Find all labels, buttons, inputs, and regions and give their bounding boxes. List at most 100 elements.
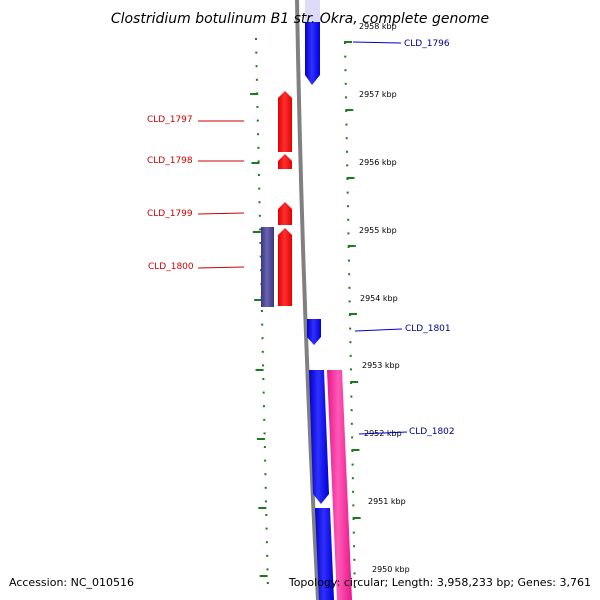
gc-dot (352, 490, 355, 493)
genome-backbone (295, 0, 320, 600)
gc-dot (349, 354, 352, 357)
gene-cld-1797[interactable] (278, 91, 292, 152)
gc-dot (266, 568, 269, 571)
gc-dot (350, 409, 353, 412)
tick-2957: 2957 kbp (359, 90, 397, 99)
gc-dot (258, 187, 261, 190)
gc-dot (347, 245, 356, 247)
gc-dot (266, 554, 269, 557)
gc-dot (262, 378, 265, 380)
gc-dot (262, 391, 265, 394)
gc-dot (263, 418, 266, 421)
tick-2951: 2951 kbp (368, 497, 406, 506)
tick-2954: 2954 kbp (360, 294, 398, 303)
gc-dot (254, 299, 263, 301)
gc-dot (265, 527, 268, 530)
gc-dot (263, 432, 266, 435)
gc-dot (262, 405, 265, 408)
gc-dot (257, 133, 260, 136)
gene-cld-1800[interactable] (278, 228, 292, 306)
gc-dot (345, 150, 348, 153)
gc-dot (351, 463, 354, 466)
gc-dot (344, 55, 347, 58)
gc-dot (353, 545, 356, 548)
gc-dot (344, 82, 347, 85)
gc-dot (256, 438, 265, 440)
gc-dot (345, 137, 348, 140)
gc-dot (263, 446, 266, 448)
gc-dot (347, 218, 350, 221)
gc-dot (346, 191, 349, 194)
gc-dot (352, 517, 361, 519)
gc-dot (348, 300, 351, 303)
label-cld-1800[interactable]: CLD_1800 (148, 262, 194, 272)
label-cld-1797[interactable]: CLD_1797 (147, 115, 193, 125)
gc-dot (262, 364, 265, 367)
gc-track-left (250, 38, 269, 584)
gc-dot (350, 395, 353, 398)
label-cld-1802[interactable]: CLD_1802 (409, 427, 455, 437)
genome-summary-text: Topology: circular; Length: 3,958,233 bp… (288, 576, 591, 589)
gc-dot (352, 531, 355, 534)
gc-dot (264, 459, 267, 462)
gc-dot (260, 310, 263, 312)
gc-dot (353, 572, 356, 575)
gc-dot (258, 214, 261, 217)
gc-dot (353, 558, 356, 561)
tick-2955: 2955 kbp (359, 226, 397, 235)
gc-dot (353, 586, 356, 588)
gc-dot (256, 119, 259, 122)
gc-dot (255, 51, 258, 54)
gene-cld-1796-highlight (305, 0, 320, 22)
gc-dot (255, 78, 258, 81)
gc-dot (255, 65, 258, 68)
gc-dot (265, 541, 268, 544)
gc-dot (351, 436, 354, 439)
gc-dot (349, 327, 352, 330)
gc-dot (350, 422, 353, 425)
label-cld-1798[interactable]: CLD_1798 (147, 156, 193, 166)
tick-labels: 2958 kbp 2957 kbp 2956 kbp 2955 kbp 2954… (359, 22, 410, 574)
gc-dot (258, 201, 261, 204)
gc-dot (344, 96, 347, 99)
gc-dot (345, 123, 348, 126)
gc-dot (348, 313, 357, 315)
label-cld-1799[interactable]: CLD_1799 (147, 209, 193, 219)
gene-cld-1802[interactable] (309, 370, 329, 504)
tick-2953: 2953 kbp (362, 361, 400, 370)
label-cld-1801[interactable]: CLD_1801 (405, 324, 451, 334)
gc-dot (349, 368, 352, 371)
tick-2950: 2950 kbp (372, 565, 410, 574)
gc-dot (250, 93, 259, 95)
feature-reverse-purple[interactable] (261, 227, 274, 307)
gc-dot (252, 231, 261, 233)
gc-dot (259, 575, 268, 577)
gc-dot (351, 477, 354, 480)
gene-labels: CLD_1796 CLD_1797 CLD_1798 CLD_1799 CLD_… (147, 39, 455, 437)
gene-cld-1798[interactable] (278, 154, 292, 169)
gc-dot (259, 255, 262, 258)
gc-dot (258, 507, 267, 509)
gc-dot (350, 381, 359, 383)
feature-forward-pink[interactable] (327, 370, 352, 600)
gc-dot (264, 486, 267, 489)
gc-dot (255, 38, 257, 40)
gc-dot (257, 146, 260, 149)
gc-dot (349, 341, 352, 344)
gc-dot (346, 177, 355, 179)
gc-dot (348, 273, 351, 276)
gene-cld-1799[interactable] (278, 202, 292, 225)
gc-dot (255, 369, 264, 371)
gene-cld-1801[interactable] (307, 319, 321, 345)
tick-2956: 2956 kbp (359, 158, 397, 167)
gc-dot (259, 242, 262, 244)
gc-dot (345, 109, 354, 111)
gc-dot (344, 41, 353, 43)
gc-dot (265, 500, 268, 503)
gc-dot (251, 162, 260, 164)
gene-next-forward[interactable] (315, 508, 334, 600)
gc-dot (352, 504, 355, 507)
gc-dot (346, 164, 349, 167)
gc-dot (256, 106, 259, 108)
label-cld-1796[interactable]: CLD_1796 (404, 39, 450, 49)
